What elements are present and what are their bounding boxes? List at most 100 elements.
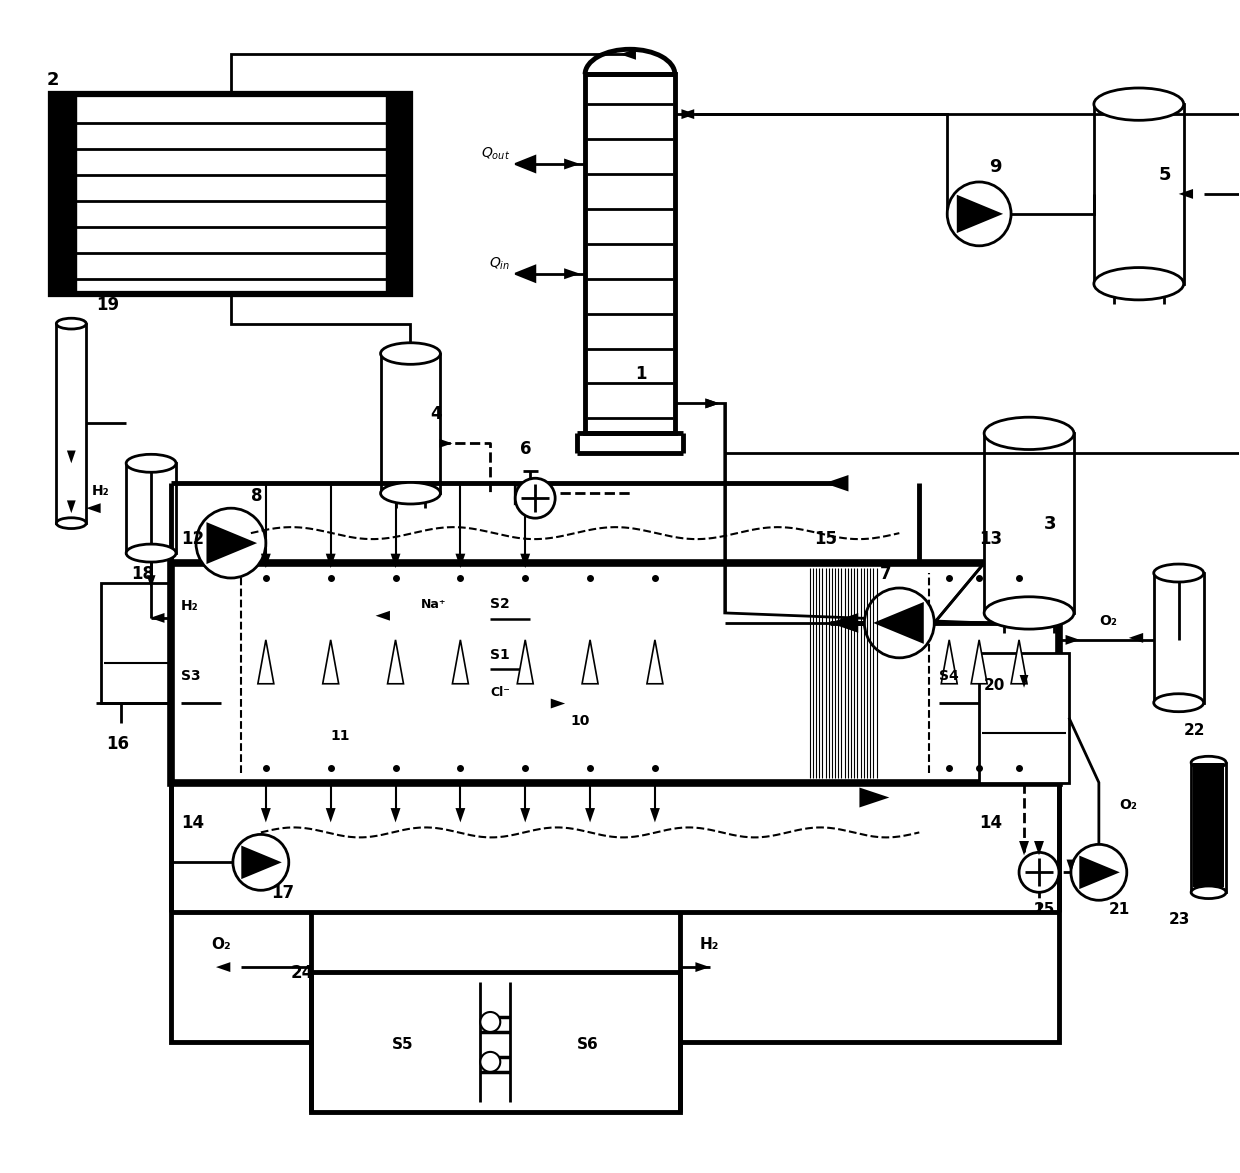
Polygon shape bbox=[391, 554, 401, 568]
Text: Cl⁻: Cl⁻ bbox=[490, 686, 510, 699]
Text: 4: 4 bbox=[430, 406, 443, 423]
Bar bbox=[985, 433, 1074, 613]
Circle shape bbox=[516, 479, 556, 518]
Polygon shape bbox=[682, 109, 696, 120]
Text: 25: 25 bbox=[1034, 902, 1055, 917]
Polygon shape bbox=[830, 613, 858, 632]
Polygon shape bbox=[521, 554, 531, 568]
Ellipse shape bbox=[1153, 564, 1204, 582]
Polygon shape bbox=[516, 156, 536, 172]
Text: S6: S6 bbox=[577, 1037, 599, 1052]
Polygon shape bbox=[1065, 635, 1080, 645]
Text: S3: S3 bbox=[181, 669, 201, 683]
Ellipse shape bbox=[381, 482, 440, 504]
Text: 24: 24 bbox=[291, 964, 314, 982]
Text: H₂: H₂ bbox=[181, 599, 198, 613]
Polygon shape bbox=[1019, 674, 1028, 687]
Polygon shape bbox=[376, 611, 389, 621]
Polygon shape bbox=[455, 554, 465, 568]
Bar bbox=[171, 563, 1059, 782]
Ellipse shape bbox=[56, 318, 87, 328]
Text: 21: 21 bbox=[1109, 902, 1130, 917]
Polygon shape bbox=[585, 808, 595, 822]
Bar bbox=[126, 463, 176, 554]
Polygon shape bbox=[873, 602, 924, 644]
Circle shape bbox=[1071, 845, 1127, 900]
Circle shape bbox=[864, 588, 934, 658]
Text: $Q_{in}$: $Q_{in}$ bbox=[489, 256, 511, 272]
Circle shape bbox=[480, 1052, 500, 1072]
Circle shape bbox=[947, 182, 1011, 246]
Polygon shape bbox=[322, 640, 339, 684]
Polygon shape bbox=[1079, 855, 1120, 889]
Text: S5: S5 bbox=[392, 1037, 414, 1052]
Text: 3: 3 bbox=[1044, 515, 1056, 533]
Text: 23: 23 bbox=[1168, 913, 1190, 927]
Ellipse shape bbox=[126, 454, 176, 473]
Polygon shape bbox=[620, 49, 636, 60]
Text: 22: 22 bbox=[1184, 723, 1205, 738]
Text: 14: 14 bbox=[980, 814, 1002, 833]
Polygon shape bbox=[825, 475, 848, 491]
Bar bbox=[56, 324, 87, 523]
Polygon shape bbox=[326, 554, 336, 568]
Polygon shape bbox=[258, 640, 274, 684]
Polygon shape bbox=[150, 613, 165, 623]
Polygon shape bbox=[1019, 841, 1029, 855]
Text: 13: 13 bbox=[980, 530, 1002, 548]
Text: 11: 11 bbox=[331, 728, 350, 743]
Text: 1: 1 bbox=[635, 366, 646, 384]
Polygon shape bbox=[521, 808, 531, 822]
Text: 7: 7 bbox=[879, 565, 892, 583]
Circle shape bbox=[196, 508, 265, 578]
Bar bbox=[51, 94, 77, 293]
Ellipse shape bbox=[1192, 757, 1226, 768]
Polygon shape bbox=[67, 450, 76, 463]
Polygon shape bbox=[696, 962, 709, 972]
Polygon shape bbox=[706, 399, 719, 408]
Polygon shape bbox=[455, 808, 465, 822]
Text: 14: 14 bbox=[181, 814, 205, 833]
Ellipse shape bbox=[56, 517, 87, 529]
Polygon shape bbox=[87, 503, 100, 513]
Text: 18: 18 bbox=[131, 565, 154, 583]
Ellipse shape bbox=[1192, 886, 1226, 899]
Text: H₂: H₂ bbox=[699, 937, 719, 952]
Bar bbox=[585, 74, 675, 433]
Polygon shape bbox=[650, 808, 660, 822]
Polygon shape bbox=[971, 640, 987, 684]
Polygon shape bbox=[1011, 640, 1027, 684]
Ellipse shape bbox=[126, 544, 176, 562]
Polygon shape bbox=[440, 439, 453, 448]
Polygon shape bbox=[391, 808, 401, 822]
Polygon shape bbox=[1128, 633, 1143, 643]
Ellipse shape bbox=[1094, 88, 1184, 121]
Polygon shape bbox=[517, 640, 533, 684]
Text: S2: S2 bbox=[490, 597, 510, 611]
Polygon shape bbox=[564, 158, 580, 169]
Bar bbox=[102, 583, 201, 703]
Ellipse shape bbox=[985, 418, 1074, 449]
Circle shape bbox=[480, 1012, 500, 1032]
Polygon shape bbox=[1066, 860, 1075, 873]
Polygon shape bbox=[146, 575, 155, 588]
Text: 16: 16 bbox=[107, 734, 129, 753]
Bar bbox=[1153, 574, 1204, 703]
Text: S1: S1 bbox=[490, 647, 510, 662]
Polygon shape bbox=[582, 640, 598, 684]
Text: 5: 5 bbox=[1158, 165, 1172, 184]
Text: O₂: O₂ bbox=[211, 937, 231, 952]
Bar bbox=[386, 94, 410, 293]
Text: 12: 12 bbox=[181, 530, 205, 548]
Bar bbox=[980, 653, 1069, 782]
Ellipse shape bbox=[985, 597, 1074, 629]
Circle shape bbox=[1019, 853, 1059, 893]
Polygon shape bbox=[647, 640, 663, 684]
Text: 10: 10 bbox=[570, 713, 589, 727]
Circle shape bbox=[233, 834, 289, 890]
Polygon shape bbox=[260, 554, 270, 568]
Text: $Q_{out}$: $Q_{out}$ bbox=[481, 145, 511, 162]
Ellipse shape bbox=[1094, 267, 1184, 300]
Polygon shape bbox=[680, 109, 694, 120]
Text: H₂: H₂ bbox=[92, 484, 109, 499]
